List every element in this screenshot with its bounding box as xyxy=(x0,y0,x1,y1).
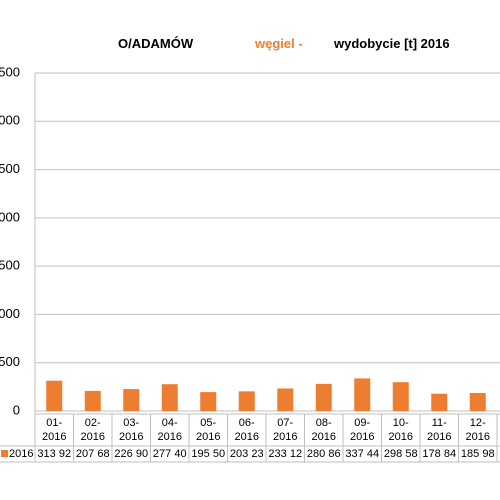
x-tick-line: 09- xyxy=(354,417,370,429)
x-tick-line: 2016 xyxy=(235,431,259,443)
x-tick-label: 06- 2016 xyxy=(235,417,259,443)
x-tick-label: 03- 2016 xyxy=(119,417,143,443)
bar xyxy=(354,378,371,411)
y-tick-label: 000 xyxy=(0,113,20,128)
x-tick-label: 01- 2016 xyxy=(42,417,66,443)
title-part: O/ADAMÓW xyxy=(118,36,194,51)
bar xyxy=(469,393,486,411)
title-part: węgiel - xyxy=(254,36,303,51)
x-tick-label: 08- 2016 xyxy=(312,417,336,443)
y-tick-label: 000 xyxy=(0,209,20,224)
x-tick-line: 2016 xyxy=(158,431,182,443)
x-tick-line: 11- xyxy=(432,417,447,429)
x-tick-line: 10- xyxy=(393,417,409,429)
x-tick-line: 03- xyxy=(123,417,139,429)
x-tick-line: 06- xyxy=(239,417,255,429)
x-tick-label: 02- 2016 xyxy=(81,417,105,443)
x-tick-line: 2016 xyxy=(81,431,105,443)
data-table-value: 313 92 xyxy=(37,448,71,460)
x-tick-label: 07- 2016 xyxy=(273,417,297,443)
bar xyxy=(315,383,332,411)
data-table-value: 233 12 xyxy=(268,448,302,460)
bar xyxy=(46,380,63,411)
x-tick-line: 2016 xyxy=(389,431,413,443)
data-table-value: 195 50 xyxy=(191,448,225,460)
y-tick-label: 000 xyxy=(0,306,20,321)
bar xyxy=(84,390,101,411)
bar xyxy=(392,382,409,411)
legend-swatch xyxy=(1,450,8,457)
chart-title: O/ADAMÓW węgiel - wydobycie [t] 2016 xyxy=(118,36,450,51)
bar xyxy=(123,389,140,411)
data-table-value: 203 23 xyxy=(230,448,264,460)
y-tick-label: 500 xyxy=(0,64,20,79)
x-tick-label: 10- 2016 xyxy=(389,417,413,443)
x-tick-line: 2016 xyxy=(466,431,490,443)
bar xyxy=(431,393,448,411)
x-tick-line: 2016 xyxy=(42,431,66,443)
x-tick-label: 12- 2016 xyxy=(466,417,490,443)
bar xyxy=(238,391,255,411)
bar xyxy=(277,388,294,411)
bar xyxy=(200,392,217,411)
x-tick-line: 05- xyxy=(200,417,216,429)
x-tick-line: 08- xyxy=(316,417,332,429)
x-tick-line: 12- xyxy=(470,417,486,429)
y-tick-label: 500 xyxy=(0,354,20,369)
legend-label: 2016 xyxy=(9,448,33,460)
y-tick-label: 500 xyxy=(0,161,20,176)
data-table-value: 185 98 xyxy=(461,448,495,460)
x-tick-line: 07- xyxy=(277,417,293,429)
data-table-value: 280 86 xyxy=(307,448,341,460)
data-table-value: 207 68 xyxy=(76,448,110,460)
x-tick-label: 09- 2016 xyxy=(350,417,374,443)
x-tick-line: 2016 xyxy=(312,431,336,443)
x-tick-line: 2016 xyxy=(119,431,143,443)
title-part: wydobycie [t] 2016 xyxy=(333,36,450,51)
x-tick-line: 2016 xyxy=(273,431,297,443)
bar xyxy=(161,384,178,411)
x-tick-line: 2016 xyxy=(427,431,451,443)
data-table-value: 298 58 xyxy=(384,448,418,460)
x-tick-line: 04- xyxy=(162,417,178,429)
data-table-value: 178 84 xyxy=(422,448,456,460)
data-table-value: 337 44 xyxy=(345,448,379,460)
x-tick-label: 04- 2016 xyxy=(158,417,182,443)
x-tick-label: 05- 2016 xyxy=(196,417,220,443)
x-tick-line: 01- xyxy=(46,417,62,429)
y-tick-label: 0 xyxy=(13,402,20,417)
data-table-value: 277 40 xyxy=(153,448,187,460)
x-tick-line: 02- xyxy=(85,417,101,429)
y-tick-label: 500 xyxy=(0,258,20,273)
x-tick-label: 11- 2016 xyxy=(427,417,451,443)
data-table-value: 226 90 xyxy=(114,448,148,460)
x-tick-line: 2016 xyxy=(350,431,374,443)
x-tick-line: 2016 xyxy=(196,431,220,443)
